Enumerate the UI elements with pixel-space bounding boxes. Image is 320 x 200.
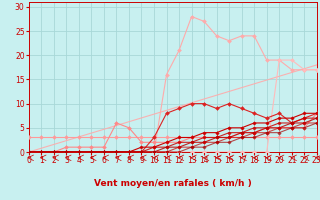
- X-axis label: Vent moyen/en rafales ( km/h ): Vent moyen/en rafales ( km/h ): [94, 179, 252, 188]
